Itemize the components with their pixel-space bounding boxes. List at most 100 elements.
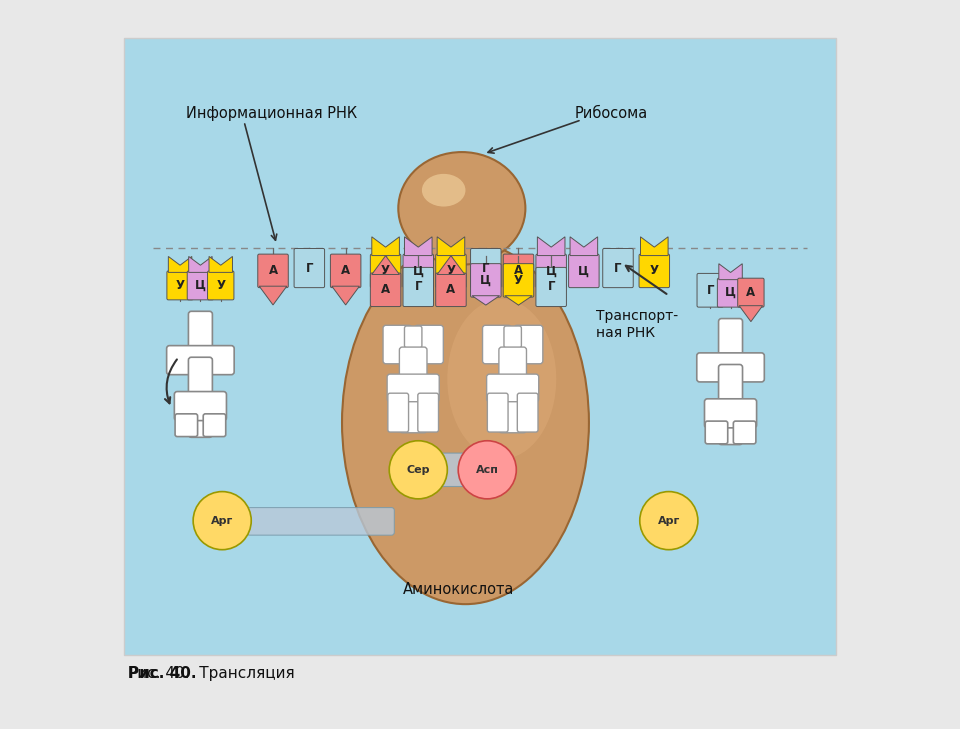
Polygon shape	[209, 257, 232, 273]
FancyBboxPatch shape	[187, 271, 213, 300]
FancyBboxPatch shape	[399, 347, 427, 433]
FancyBboxPatch shape	[436, 273, 467, 307]
Polygon shape	[404, 237, 432, 256]
Text: Рибосома: Рибосома	[574, 106, 648, 122]
FancyBboxPatch shape	[503, 264, 534, 297]
FancyBboxPatch shape	[188, 311, 212, 363]
Text: А: А	[381, 284, 390, 296]
Text: А: А	[341, 265, 350, 277]
Text: Ц: Ц	[725, 286, 736, 299]
Text: Рис. 40.  Трансляция: Рис. 40. Трансляция	[128, 666, 295, 681]
FancyBboxPatch shape	[207, 271, 234, 300]
FancyBboxPatch shape	[503, 254, 534, 288]
Text: У: У	[650, 265, 659, 277]
Text: Асп: Асп	[476, 465, 498, 475]
FancyBboxPatch shape	[697, 273, 724, 307]
FancyBboxPatch shape	[733, 421, 756, 444]
FancyBboxPatch shape	[411, 453, 494, 486]
FancyBboxPatch shape	[504, 326, 521, 348]
Text: Ц: Ц	[480, 274, 492, 287]
Text: У: У	[176, 279, 184, 292]
Polygon shape	[332, 286, 359, 305]
Text: Ц: Ц	[578, 265, 589, 277]
Text: Г: Г	[482, 262, 490, 275]
FancyBboxPatch shape	[719, 364, 742, 445]
Polygon shape	[372, 237, 399, 256]
Polygon shape	[372, 256, 399, 275]
FancyBboxPatch shape	[167, 271, 193, 300]
FancyBboxPatch shape	[483, 325, 512, 364]
FancyBboxPatch shape	[418, 393, 439, 432]
Ellipse shape	[421, 174, 466, 206]
Text: Информационная РНК: Информационная РНК	[186, 106, 357, 122]
FancyBboxPatch shape	[719, 319, 742, 370]
FancyBboxPatch shape	[470, 264, 501, 297]
FancyBboxPatch shape	[568, 254, 599, 288]
FancyBboxPatch shape	[403, 254, 434, 288]
FancyBboxPatch shape	[415, 325, 444, 364]
Circle shape	[458, 441, 516, 499]
Text: А: А	[746, 286, 756, 299]
Text: Г: Г	[707, 284, 714, 297]
Text: А: А	[514, 265, 523, 277]
FancyBboxPatch shape	[175, 391, 227, 421]
Text: Ц: Ц	[545, 265, 557, 277]
FancyBboxPatch shape	[175, 414, 198, 437]
Text: У: У	[446, 265, 455, 277]
Text: Транспорт-
ная РНК: Транспорт- ная РНК	[596, 309, 679, 340]
FancyBboxPatch shape	[706, 421, 728, 444]
FancyBboxPatch shape	[204, 414, 226, 437]
FancyBboxPatch shape	[705, 399, 756, 428]
FancyBboxPatch shape	[371, 254, 401, 288]
FancyBboxPatch shape	[167, 346, 234, 375]
Circle shape	[639, 491, 698, 550]
Polygon shape	[719, 264, 742, 280]
Text: Г: Г	[614, 262, 622, 275]
FancyBboxPatch shape	[436, 254, 467, 288]
Ellipse shape	[398, 152, 525, 265]
FancyBboxPatch shape	[737, 278, 764, 307]
FancyBboxPatch shape	[536, 254, 566, 288]
Ellipse shape	[342, 241, 588, 604]
Polygon shape	[189, 257, 212, 273]
FancyBboxPatch shape	[371, 273, 401, 307]
Polygon shape	[640, 237, 668, 256]
FancyBboxPatch shape	[387, 374, 440, 402]
Ellipse shape	[447, 299, 556, 459]
FancyBboxPatch shape	[124, 38, 836, 655]
FancyBboxPatch shape	[258, 254, 288, 288]
FancyBboxPatch shape	[517, 393, 538, 432]
Polygon shape	[259, 286, 287, 305]
FancyBboxPatch shape	[499, 347, 526, 433]
FancyBboxPatch shape	[388, 393, 409, 432]
FancyBboxPatch shape	[487, 374, 539, 402]
Text: Г: Г	[305, 262, 313, 275]
FancyBboxPatch shape	[294, 249, 324, 288]
Polygon shape	[437, 237, 465, 256]
Polygon shape	[437, 256, 465, 275]
Circle shape	[193, 491, 252, 550]
Text: У: У	[381, 265, 390, 277]
Polygon shape	[538, 237, 565, 256]
FancyBboxPatch shape	[188, 357, 212, 437]
Text: Ц: Ц	[413, 265, 423, 277]
FancyBboxPatch shape	[470, 249, 501, 288]
FancyBboxPatch shape	[404, 326, 421, 348]
FancyBboxPatch shape	[515, 325, 542, 364]
Text: Ц: Ц	[195, 279, 205, 292]
Polygon shape	[505, 296, 532, 305]
FancyBboxPatch shape	[697, 353, 764, 382]
FancyBboxPatch shape	[488, 393, 508, 432]
Circle shape	[389, 441, 447, 499]
FancyBboxPatch shape	[639, 254, 669, 288]
Text: Арг: Арг	[658, 515, 680, 526]
Text: А: А	[269, 265, 277, 277]
FancyBboxPatch shape	[717, 278, 744, 307]
Text: А: А	[446, 284, 455, 296]
Polygon shape	[739, 305, 762, 321]
Text: Сер: Сер	[406, 465, 430, 475]
FancyBboxPatch shape	[603, 249, 634, 288]
FancyBboxPatch shape	[403, 268, 434, 307]
FancyBboxPatch shape	[383, 325, 412, 364]
Polygon shape	[570, 237, 598, 256]
